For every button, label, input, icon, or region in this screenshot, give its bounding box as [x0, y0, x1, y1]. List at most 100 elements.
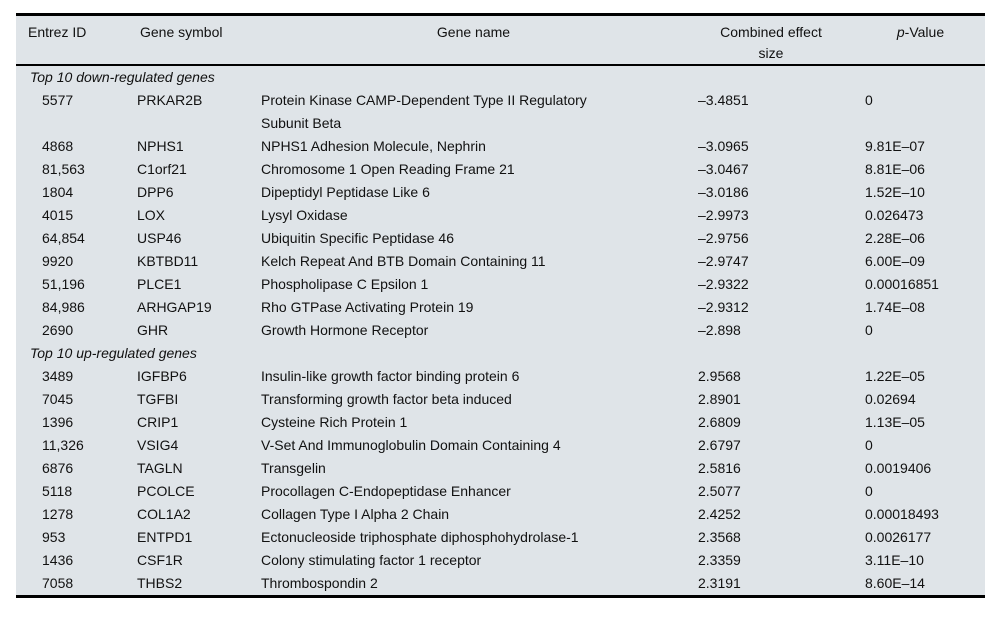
- gene-table-container: Entrez ID Gene symbol Gene name Combined…: [16, 13, 985, 598]
- effect-size-cell: 2.3191: [698, 575, 741, 591]
- gene-symbol-cell: C1orf21: [137, 161, 187, 177]
- table-row: 84,986 ARHGAP19 Rho GTPase Activating Prot…: [16, 296, 985, 319]
- entrez-id-cell: 953: [42, 529, 66, 545]
- gene-name-cell: V-Set And Immunoglobulin Domain Containi…: [261, 437, 561, 453]
- effect-size-cell: 2.5077: [698, 483, 741, 499]
- entrez-id-cell: 7058: [42, 575, 74, 591]
- p-value-cell: 1.52E–10: [865, 184, 925, 200]
- effect-size-cell: 2.8901: [698, 391, 741, 407]
- p-value-cell: 0.00016851: [865, 276, 939, 292]
- gene-name-cell: Transforming growth factor beta induced: [261, 391, 512, 407]
- table-row: 81,563 C1orf21 Chromosome 1 Open Reading F…: [16, 158, 985, 181]
- gene-symbol-cell: TAGLN: [137, 460, 183, 476]
- p-value-cell: 0.02694: [865, 391, 916, 407]
- entrez-id-cell: 5118: [42, 483, 73, 499]
- table-row: 51,196 PLCE1 Phospholipase C Epsilon 1 –2.9…: [16, 273, 985, 296]
- gene-name-cell: Thrombospondin 2: [261, 575, 378, 591]
- gene-name-cell: Dipeptidyl Peptidase Like 6: [261, 184, 430, 200]
- entrez-id-cell: 1804: [42, 184, 74, 200]
- table-row: 4015 LOX Lysyl Oxidase –2.9973 0.026473: [16, 204, 985, 227]
- gene-name-cell: Chromosome 1 Open Reading Frame 21: [261, 161, 515, 177]
- p-value-cell: 1.22E–05: [865, 368, 925, 384]
- table-row: 6876 TAGLN Transgelin 2.5816 0.0019406: [16, 457, 985, 480]
- section-title: Top 10 up-regulated genes: [30, 345, 197, 361]
- gene-symbol-cell: USP46: [137, 230, 182, 246]
- table-row: 1278 COL1A2 Collagen Type I Alpha 2 Chain 2…: [16, 503, 985, 526]
- gene-symbol-cell: DPP6: [137, 184, 174, 200]
- p-value-cell: 0: [865, 437, 873, 453]
- gene-expression-table: Entrez ID Gene symbol Gene name Combined…: [16, 13, 985, 598]
- header-gene-symbol: Gene symbol: [128, 14, 261, 66]
- header-p-value-italic-p: p: [896, 24, 905, 40]
- p-value-cell: 3.11E–10: [865, 552, 924, 568]
- p-value-cell: 0: [865, 322, 873, 338]
- table-row: 1436 CSF1R Colony stimulating factor 1 rec…: [16, 549, 985, 572]
- effect-size-cell: 2.6797: [698, 437, 741, 453]
- table-row: 64,854 USP46 Ubiquitin Specific Peptidase …: [16, 227, 985, 250]
- effect-size-cell: –3.4851: [698, 92, 749, 108]
- entrez-id-cell: 4015: [42, 207, 74, 223]
- header-p-value-suffix: -Value: [904, 24, 945, 40]
- table-row: 1396 CRIP1 Cysteine Rich Protein 1 2.6809 1.…: [16, 411, 985, 434]
- table-row: 7045 TGFBI Transforming growth factor beta…: [16, 388, 985, 411]
- gene-name-cell: Cysteine Rich Protein 1: [261, 414, 408, 430]
- gene-symbol-cell: TGFBI: [137, 391, 179, 407]
- header-gene-name: Gene name: [261, 14, 686, 66]
- table-row: 5577 PRKAR2B Protein Kinase CAMP-Dependent…: [16, 89, 985, 135]
- gene-symbol-cell: PCOLCE: [137, 483, 195, 499]
- header-entrez-id: Entrez ID: [16, 14, 128, 66]
- gene-symbol-cell: VSIG4: [137, 437, 179, 453]
- table-row: 1804 DPP6 Dipeptidyl Peptidase Like 6 –3.01…: [16, 181, 985, 204]
- effect-size-cell: –3.0467: [698, 161, 749, 177]
- entrez-id-cell: 51,196: [42, 276, 85, 292]
- table-row: 11,326 VSIG4 V-Set And Immunoglobulin Doma…: [16, 434, 985, 457]
- gene-symbol-cell: CSF1R: [137, 552, 183, 568]
- p-value-cell: 0: [865, 92, 873, 108]
- gene-symbol-cell: PLCE1: [137, 276, 182, 292]
- gene-name-cell: Lysyl Oxidase: [261, 207, 348, 223]
- effect-size-cell: 2.4252: [698, 506, 741, 522]
- p-value-cell: 0.026473: [865, 207, 924, 223]
- gene-symbol-cell: PRKAR2B: [137, 92, 203, 108]
- table-body: Top 10 down-regulated genes 5577 PRKAR2B Pr…: [16, 65, 985, 597]
- entrez-id-cell: 3489: [42, 368, 74, 384]
- gene-name-cell: Collagen Type I Alpha 2 Chain: [261, 506, 450, 522]
- effect-size-cell: –2.9747: [698, 253, 749, 269]
- gene-symbol-cell: THBS2: [137, 575, 183, 591]
- effect-size-cell: 2.5816: [698, 460, 741, 476]
- section-title: Top 10 down-regulated genes: [30, 69, 215, 85]
- gene-symbol-cell: LOX: [137, 207, 166, 223]
- gene-name-cell: NPHS1 Adhesion Molecule, Nephrin: [261, 138, 486, 154]
- effect-size-cell: 2.3359: [698, 552, 741, 568]
- gene-name-cell: Rho GTPase Activating Protein 19: [261, 299, 474, 315]
- gene-name-cell: Growth Hormone Receptor: [261, 322, 429, 338]
- entrez-id-cell: 84,986: [42, 299, 85, 315]
- p-value-cell: 0: [865, 483, 873, 499]
- p-value-cell: 9.81E–07: [865, 138, 925, 154]
- entrez-id-cell: 4868: [42, 138, 74, 154]
- effect-size-cell: –2.9322: [698, 276, 749, 292]
- effect-size-cell: –2.9312: [698, 299, 749, 315]
- p-value-cell: 0.00018493: [865, 506, 939, 522]
- table-row: 9920 KBTBD11 Kelch Repeat And BTB Domain C…: [16, 250, 985, 273]
- table-row: 3489 IGFBP6 Insulin-like growth factor bin…: [16, 365, 985, 388]
- gene-symbol-cell: NPHS1: [137, 138, 184, 154]
- p-value-cell: 2.28E–06: [865, 230, 925, 246]
- gene-name-cell: Colony stimulating factor 1 receptor: [261, 552, 482, 568]
- entrez-id-cell: 5577: [42, 92, 74, 108]
- entrez-id-cell: 1436: [42, 552, 74, 568]
- table-row: 4868 NPHS1 NPHS1 Adhesion Molecule, Nephri…: [16, 135, 985, 158]
- gene-symbol-cell: CRIP1: [137, 414, 179, 430]
- gene-name-cell: Insulin-like growth factor binding prote…: [261, 368, 520, 384]
- p-value-cell: 1.13E–05: [865, 414, 925, 430]
- effect-size-cell: 2.9568: [698, 368, 741, 384]
- entrez-id-cell: 11,326: [42, 437, 84, 453]
- gene-symbol-cell: COL1A2: [137, 506, 191, 522]
- gene-symbol-cell: ARHGAP19: [137, 299, 212, 315]
- table-row: 7058 THBS2 Thrombospondin 2 2.3191 8.60E–14: [16, 572, 985, 597]
- entrez-id-cell: 81,563: [42, 161, 85, 177]
- gene-name-cell: Kelch Repeat And BTB Domain Containing 1…: [261, 253, 546, 269]
- table-row: 5118 PCOLCE Procollagen C-Endopeptidase En…: [16, 480, 985, 503]
- effect-size-cell: 2.3568: [698, 529, 741, 545]
